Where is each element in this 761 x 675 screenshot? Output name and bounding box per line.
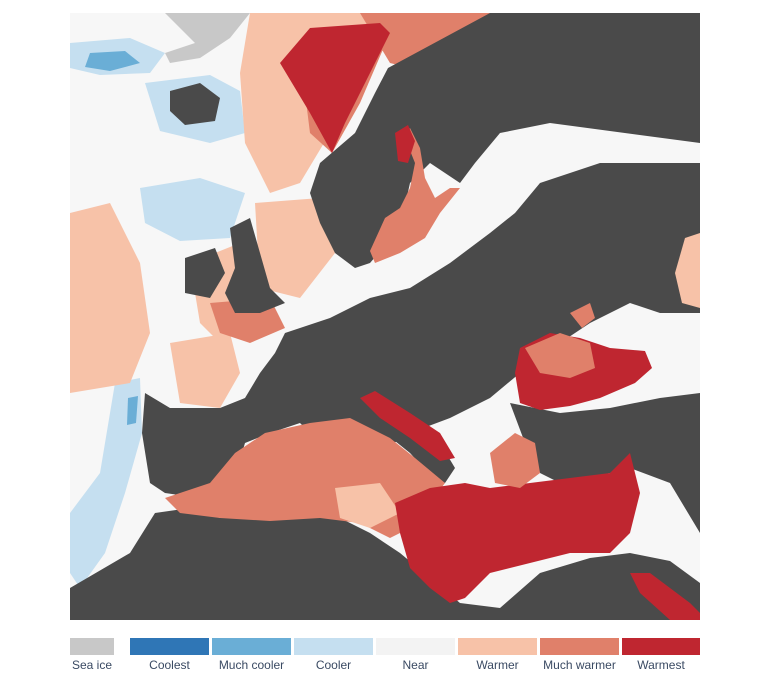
ireland-land xyxy=(185,248,225,298)
azov-warmer xyxy=(570,303,595,328)
legend-swatch-warmer xyxy=(458,638,537,655)
red-sea-warmest xyxy=(630,573,700,620)
great-britain-land xyxy=(225,218,285,313)
legend-item-cooler: Cooler xyxy=(294,638,373,672)
legend: Sea ice Coolest Much cooler Cooler Near Warme… xyxy=(70,638,700,672)
legend-swatch-much-warmer xyxy=(540,638,619,655)
legend-label-warmest: Warmest xyxy=(637,658,685,672)
anatolia-land xyxy=(510,393,700,533)
legend-item-warmer: Warmer xyxy=(458,638,537,672)
legend-label-much-warmer: Much warmer xyxy=(543,658,616,672)
legend-label-coolest: Coolest xyxy=(149,658,190,672)
greenland-land xyxy=(165,13,250,63)
legend-swatch-sea-ice xyxy=(70,638,114,655)
tyrrhenian-warmer xyxy=(335,483,400,528)
sea-temperature-map xyxy=(70,13,700,620)
legend-item-warmest: Warmest xyxy=(622,638,700,672)
legend-swatch-warmest xyxy=(622,638,700,655)
legend-swatch-cooler xyxy=(294,638,373,655)
legend-swatch-near xyxy=(376,638,455,655)
biscay-warmer xyxy=(170,333,240,408)
legend-label-cooler: Cooler xyxy=(315,658,352,672)
iberia-coast-much-cooler-strip xyxy=(127,396,138,425)
legend-swatch-coolest xyxy=(130,638,209,655)
legend-item-much-cooler: Much cooler xyxy=(212,638,291,672)
eastern-med-warmest xyxy=(395,453,640,603)
europe-mainland-land xyxy=(142,163,700,503)
legend-item-sea-ice: Sea ice xyxy=(70,638,114,672)
scandinavia-land xyxy=(310,13,700,268)
legend-label-warmer: Warmer xyxy=(476,658,519,672)
caspian-warmer xyxy=(675,233,700,308)
legend-item-near: Near xyxy=(376,638,455,672)
baltic-sea-much-warmer xyxy=(370,128,460,263)
iceland-land xyxy=(170,83,220,125)
legend-item-much-warmer: Much warmer xyxy=(540,638,619,672)
legend-label-much-cooler: Much cooler xyxy=(218,658,285,672)
barents-warmest xyxy=(280,23,390,153)
legend-swatch-much-cooler xyxy=(212,638,291,655)
adriatic-warmest xyxy=(360,391,455,461)
africa-land xyxy=(70,508,700,620)
greenland-much-cooler-patch xyxy=(85,51,140,71)
north-sea-warmer xyxy=(255,198,335,298)
iberia-coast-cooler-strip xyxy=(70,378,142,588)
legend-item-coolest: Coolest xyxy=(130,638,209,672)
gulf-of-bothnia-warmest xyxy=(395,125,415,163)
atlantic-cooler-patch-2 xyxy=(140,178,245,241)
black-sea-much-warmer xyxy=(525,333,595,378)
legend-label-near: Near xyxy=(402,658,429,672)
aegean-much-warmer xyxy=(490,433,540,488)
legend-label-sea-ice: Sea ice xyxy=(72,658,113,672)
atlantic-warmer-west xyxy=(70,203,150,393)
